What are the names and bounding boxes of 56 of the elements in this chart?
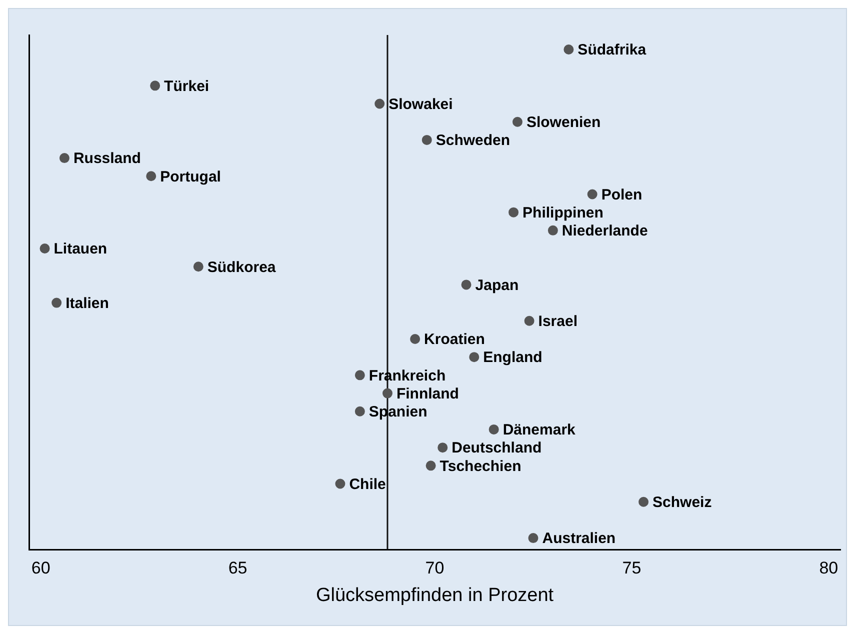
y-tick-label: Schweden [436, 132, 510, 150]
point [528, 533, 538, 544]
point [638, 496, 649, 507]
point [564, 44, 574, 54]
point [587, 189, 598, 200]
point [354, 370, 365, 380]
x-tick-label: 80 [819, 558, 838, 578]
x-tick-label: 75 [622, 558, 642, 578]
point [508, 207, 519, 218]
point [422, 134, 432, 145]
y-tick-label: Portugal [160, 168, 221, 186]
y-tick-label: Niederlande [562, 222, 648, 240]
y-tick-label: Russland [73, 150, 141, 168]
y-tick-label: Türkei [164, 78, 210, 95]
y-tick-label: Slowenien [526, 114, 601, 131]
point [469, 352, 480, 362]
point [52, 298, 62, 308]
point [438, 442, 448, 453]
point [548, 225, 558, 236]
point [524, 316, 534, 326]
y-tick-label: Schweiz [652, 494, 712, 511]
y-tick-label: Südkorea [207, 258, 276, 276]
y-tick-label: Kroatien [424, 331, 485, 348]
y-tick-label: England [483, 349, 542, 366]
y-tick-label: Slowakei [388, 96, 453, 113]
y-tick-label: Deutschland [452, 440, 542, 457]
point [335, 478, 346, 489]
y-tick-label: Polen [601, 186, 642, 204]
point [146, 171, 156, 182]
y-tick-label: Litauen [54, 240, 108, 258]
x-axis-title: Glücksempfinden in Prozent [316, 584, 554, 606]
x-tick-label: 65 [228, 558, 248, 578]
point [59, 153, 70, 164]
point [193, 262, 204, 272]
y-tick-label: Philippinen [522, 204, 604, 222]
point [461, 280, 472, 290]
y-tick-label: Italien [66, 294, 109, 312]
y-tick-label: Chile [349, 476, 386, 493]
point [374, 98, 385, 109]
y-tick-label: Finnland [396, 385, 459, 402]
y-tick-label: Tschechien [440, 458, 522, 475]
point [40, 244, 50, 254]
point [354, 406, 365, 416]
point [426, 460, 436, 471]
x-tick-label: 70 [425, 558, 444, 578]
y-tick-label: Japan [475, 276, 519, 294]
y-tick-label: Südafrika [578, 42, 647, 59]
point [488, 424, 499, 434]
point [512, 116, 522, 127]
point [410, 334, 420, 344]
y-tick-label: Dänemark [502, 422, 576, 439]
point [382, 388, 392, 398]
point [150, 80, 160, 91]
y-tick-label: Australien [542, 530, 616, 548]
x-tick-label: 60 [31, 558, 50, 578]
y-tick-label: Israel [538, 313, 578, 330]
